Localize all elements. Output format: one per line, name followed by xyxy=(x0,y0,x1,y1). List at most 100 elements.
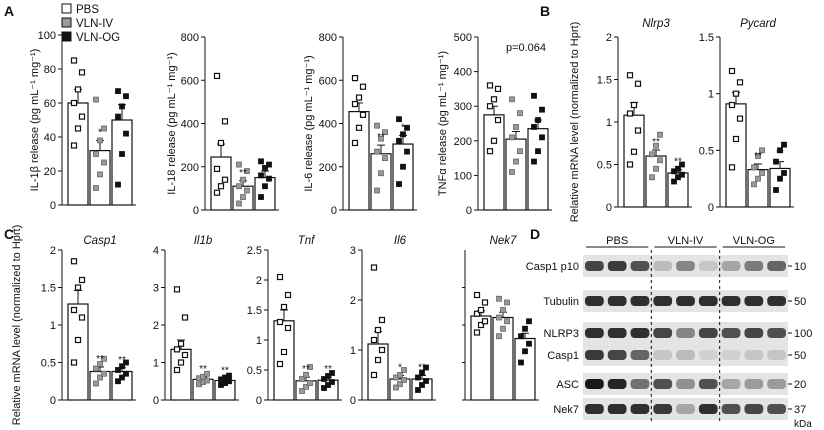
blot-band xyxy=(744,296,764,306)
data-point xyxy=(477,321,485,329)
data-point xyxy=(504,299,510,306)
data-point xyxy=(526,340,532,347)
significance-label: ** xyxy=(118,355,126,366)
y-tick-label: 40 xyxy=(44,132,56,144)
data-point xyxy=(500,307,506,313)
y-tick-label: 400 xyxy=(181,119,199,131)
data-point xyxy=(329,379,335,385)
data-point xyxy=(303,383,309,390)
significance-label: ** xyxy=(674,157,682,168)
blot-band xyxy=(721,261,741,271)
chart-title: Pycard xyxy=(740,18,776,30)
blot-band xyxy=(721,350,741,360)
data-point xyxy=(419,369,425,376)
blot-band xyxy=(767,296,786,306)
significance-label: ** xyxy=(199,364,207,375)
data-point xyxy=(759,147,765,154)
data-point xyxy=(226,372,232,379)
data-point xyxy=(359,83,367,90)
data-point xyxy=(404,124,410,131)
significance-label: ** xyxy=(221,366,229,377)
data-point xyxy=(755,153,761,159)
blot-band xyxy=(630,404,650,414)
data-point xyxy=(626,110,634,117)
blot-band xyxy=(585,404,604,414)
blot-band xyxy=(653,328,673,338)
data-point xyxy=(321,385,327,391)
data-point xyxy=(284,324,292,332)
blot-band xyxy=(653,261,673,271)
data-point xyxy=(70,99,78,107)
y-tick-label: 0 xyxy=(50,200,56,212)
legend-label-0: PBS xyxy=(76,4,99,16)
data-point xyxy=(382,129,388,136)
chart-tnfa_release: 0 100 200 300 400 500 TNFα release (pg mL⁻¹ mg… xyxy=(437,32,552,217)
data-point xyxy=(396,137,402,144)
y-tick-label: 400 xyxy=(454,67,472,79)
bar-vln-iv xyxy=(89,150,111,206)
blot-marker-label: 10 xyxy=(794,261,806,273)
data-point xyxy=(370,264,378,271)
data-point xyxy=(473,310,481,317)
y-tick-label: 100 xyxy=(454,170,472,182)
data-point xyxy=(679,171,685,178)
y-tick-label: 600 xyxy=(319,75,337,87)
data-point xyxy=(751,164,757,171)
blot-band xyxy=(585,296,604,306)
blot-row-label: Casp1 p10 xyxy=(526,261,579,273)
panel-label-d: D xyxy=(530,226,540,242)
data-point xyxy=(423,364,429,371)
y-tick-label: 0 xyxy=(153,395,159,407)
blot-band xyxy=(721,379,741,389)
blot-band xyxy=(676,328,695,338)
legend: PBS VLN-IV VLN-OG xyxy=(61,3,120,44)
data-point xyxy=(374,356,382,364)
data-point xyxy=(70,306,78,314)
data-point xyxy=(378,316,386,324)
data-point xyxy=(119,363,125,370)
data-point xyxy=(777,147,783,154)
data-point xyxy=(401,367,407,373)
data-point xyxy=(78,276,86,284)
data-point xyxy=(262,164,268,171)
y-tick-label: 60 xyxy=(44,98,56,110)
data-point xyxy=(378,170,384,177)
data-point xyxy=(119,151,125,157)
data-point xyxy=(535,148,541,155)
blot-band xyxy=(698,296,718,306)
y-tick-label: 1.5 xyxy=(41,283,56,295)
data-point xyxy=(181,314,189,321)
y-tick-label: 300 xyxy=(454,101,472,113)
data-point xyxy=(276,360,284,368)
blot-band xyxy=(676,404,695,414)
data-point xyxy=(374,187,380,194)
chart-il1b_mrna: 0 1 2 3 4 Il1b ** ** xyxy=(153,235,239,407)
data-point xyxy=(173,366,181,374)
data-point xyxy=(539,134,545,141)
data-point xyxy=(101,370,107,377)
blot-band xyxy=(744,404,764,414)
legend-swatch-0 xyxy=(61,3,72,14)
y-axis-label: Relative mRNA level (normalized to Hprt) xyxy=(569,22,581,223)
y-tick-label: 200 xyxy=(319,162,337,174)
y-tick-label: 0 xyxy=(193,205,199,217)
data-point xyxy=(78,314,86,321)
data-point xyxy=(359,111,367,118)
data-point xyxy=(736,79,744,86)
data-point xyxy=(217,139,225,147)
chart-title: Casp1 xyxy=(83,235,116,247)
y-tick-label: 3 xyxy=(350,245,356,257)
y-tick-label: 1 xyxy=(256,335,262,347)
data-point xyxy=(423,378,429,384)
y-tick-label: 1 xyxy=(350,345,356,357)
data-point xyxy=(97,137,103,144)
data-point xyxy=(93,185,99,191)
y-tick-label: 3 xyxy=(153,283,159,295)
data-point xyxy=(74,336,82,344)
data-point xyxy=(400,131,406,138)
data-point xyxy=(494,116,502,124)
data-point xyxy=(204,377,210,384)
data-point xyxy=(626,161,634,168)
data-point xyxy=(773,158,779,165)
